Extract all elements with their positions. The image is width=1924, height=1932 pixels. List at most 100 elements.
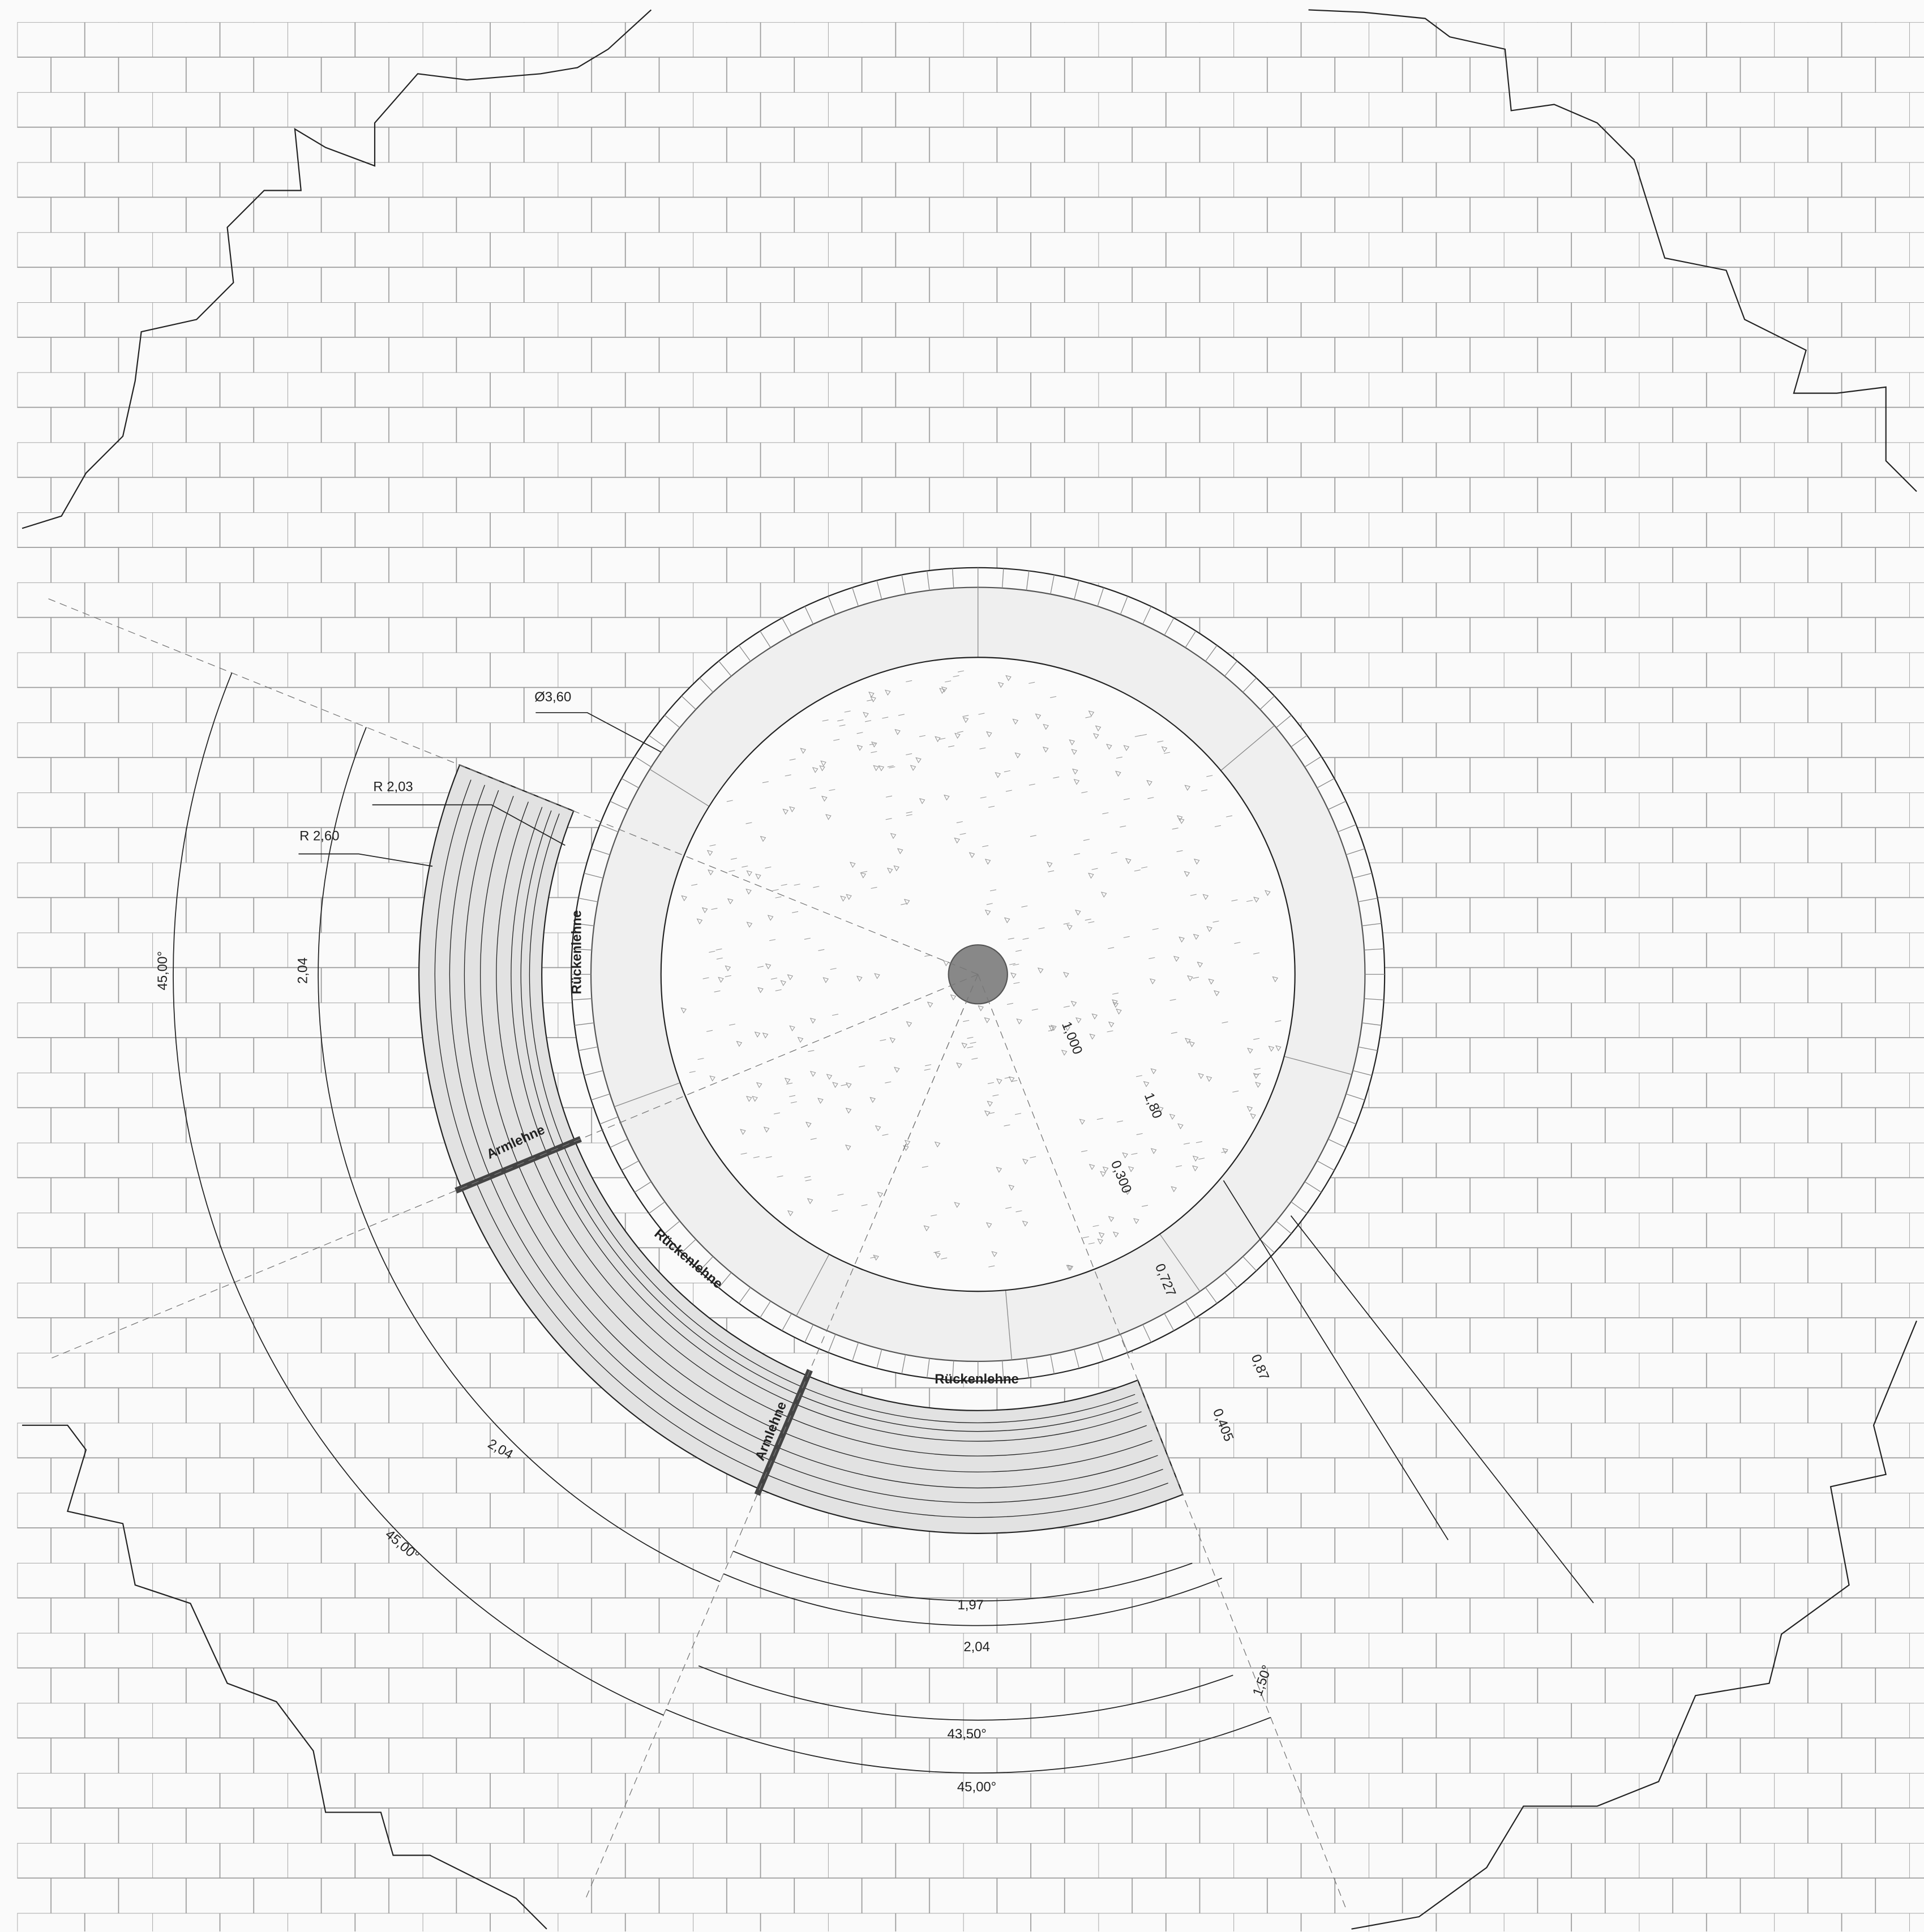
slat bbox=[529, 813, 1135, 1424]
paver bbox=[1050, 1354, 1055, 1374]
aggregate bbox=[1069, 739, 1075, 746]
aggregate bbox=[1193, 976, 1199, 979]
paver bbox=[681, 1239, 696, 1253]
aggregate bbox=[953, 675, 959, 678]
paver bbox=[1097, 587, 1104, 607]
paver bbox=[1361, 923, 1382, 927]
aggregate bbox=[1214, 990, 1220, 996]
paver bbox=[1338, 1116, 1356, 1125]
aggregate bbox=[1050, 696, 1057, 699]
aggregate bbox=[1022, 937, 1029, 940]
aggregate bbox=[826, 1074, 833, 1080]
aggregate bbox=[871, 751, 877, 753]
aggregate bbox=[984, 859, 991, 865]
paver bbox=[621, 1160, 639, 1171]
paver bbox=[1352, 872, 1372, 879]
aggregate bbox=[760, 836, 766, 842]
aggregate bbox=[716, 957, 723, 959]
aggregate bbox=[804, 1176, 811, 1178]
paver bbox=[760, 631, 771, 648]
aggregate bbox=[1071, 749, 1077, 755]
aggregate bbox=[1178, 818, 1185, 824]
label: Rückenlehne bbox=[935, 1372, 1019, 1387]
aggregate bbox=[1193, 858, 1200, 865]
aggregate bbox=[1136, 1133, 1143, 1136]
aggregate bbox=[729, 870, 735, 872]
aggregate bbox=[967, 1036, 974, 1039]
paver bbox=[1259, 695, 1275, 710]
aggregate bbox=[889, 766, 895, 769]
aggregate bbox=[924, 1068, 931, 1071]
aggregate bbox=[1073, 779, 1080, 785]
planting-edge bbox=[22, 9, 652, 529]
aggregate bbox=[1197, 961, 1203, 968]
aggregate bbox=[903, 1145, 909, 1151]
aggregate bbox=[1201, 789, 1208, 791]
aggregate bbox=[1051, 1025, 1057, 1031]
paver bbox=[1259, 1239, 1275, 1253]
aggregate bbox=[839, 725, 846, 727]
aggregate bbox=[897, 848, 903, 854]
aggregate bbox=[906, 680, 912, 683]
aggregate bbox=[770, 978, 778, 980]
aggregate bbox=[1171, 1031, 1177, 1034]
aggregate bbox=[822, 977, 829, 983]
aggregate bbox=[781, 884, 787, 886]
aggregate bbox=[987, 1082, 994, 1084]
aggregate bbox=[727, 898, 734, 905]
aggregate bbox=[1083, 839, 1090, 841]
aggregate bbox=[886, 867, 893, 874]
aggregate bbox=[785, 774, 791, 777]
aggregate bbox=[873, 1254, 879, 1261]
aggregate bbox=[805, 1179, 812, 1181]
dimension bbox=[234, 1282, 664, 1716]
joint bbox=[649, 769, 710, 807]
dimension bbox=[318, 727, 369, 1227]
aggregate bbox=[1006, 1003, 1013, 1005]
aggregate bbox=[986, 731, 992, 738]
aggregate bbox=[756, 1082, 762, 1089]
aggregate bbox=[1234, 942, 1241, 944]
aggregate bbox=[706, 850, 713, 856]
slat bbox=[511, 807, 1142, 1442]
aggregate bbox=[745, 1096, 752, 1102]
dimension bbox=[723, 1573, 1222, 1626]
aggregate bbox=[859, 1065, 865, 1068]
aggregate bbox=[808, 1050, 815, 1052]
aggregate bbox=[1150, 1148, 1157, 1154]
aggregate bbox=[1164, 752, 1171, 754]
joint bbox=[614, 1082, 680, 1107]
paver bbox=[782, 618, 792, 636]
aggregate bbox=[832, 1082, 838, 1088]
aggregate bbox=[901, 903, 907, 905]
dim: 1,97 bbox=[957, 1597, 983, 1613]
paver bbox=[1364, 948, 1384, 950]
paver bbox=[1142, 1324, 1152, 1343]
aggregate bbox=[948, 745, 955, 748]
paver bbox=[634, 1181, 652, 1193]
aggregate bbox=[754, 1031, 761, 1038]
aggregate bbox=[860, 872, 867, 879]
aggregate bbox=[894, 1066, 900, 1073]
aggregate bbox=[931, 1214, 937, 1216]
aggregate bbox=[787, 974, 794, 980]
aggregate bbox=[1123, 745, 1130, 751]
aggregate bbox=[1097, 1238, 1103, 1245]
aggregate bbox=[904, 1140, 911, 1146]
aggregate bbox=[927, 1001, 933, 1008]
aggregate bbox=[1143, 1081, 1150, 1087]
aggregate bbox=[1021, 905, 1028, 907]
aggregate bbox=[934, 1141, 941, 1148]
dimension bbox=[666, 1709, 1271, 1774]
aggregate bbox=[1030, 835, 1036, 837]
aggregate bbox=[696, 918, 703, 925]
aggregate bbox=[702, 977, 709, 979]
aggregate bbox=[856, 732, 863, 734]
aggregate bbox=[1095, 725, 1102, 732]
aggregate bbox=[861, 1204, 868, 1206]
aggregate bbox=[861, 871, 868, 873]
aggregate bbox=[1275, 1020, 1282, 1022]
aggregate bbox=[1089, 1034, 1095, 1040]
aggregate bbox=[874, 973, 880, 979]
aggregate bbox=[1008, 1076, 1015, 1082]
